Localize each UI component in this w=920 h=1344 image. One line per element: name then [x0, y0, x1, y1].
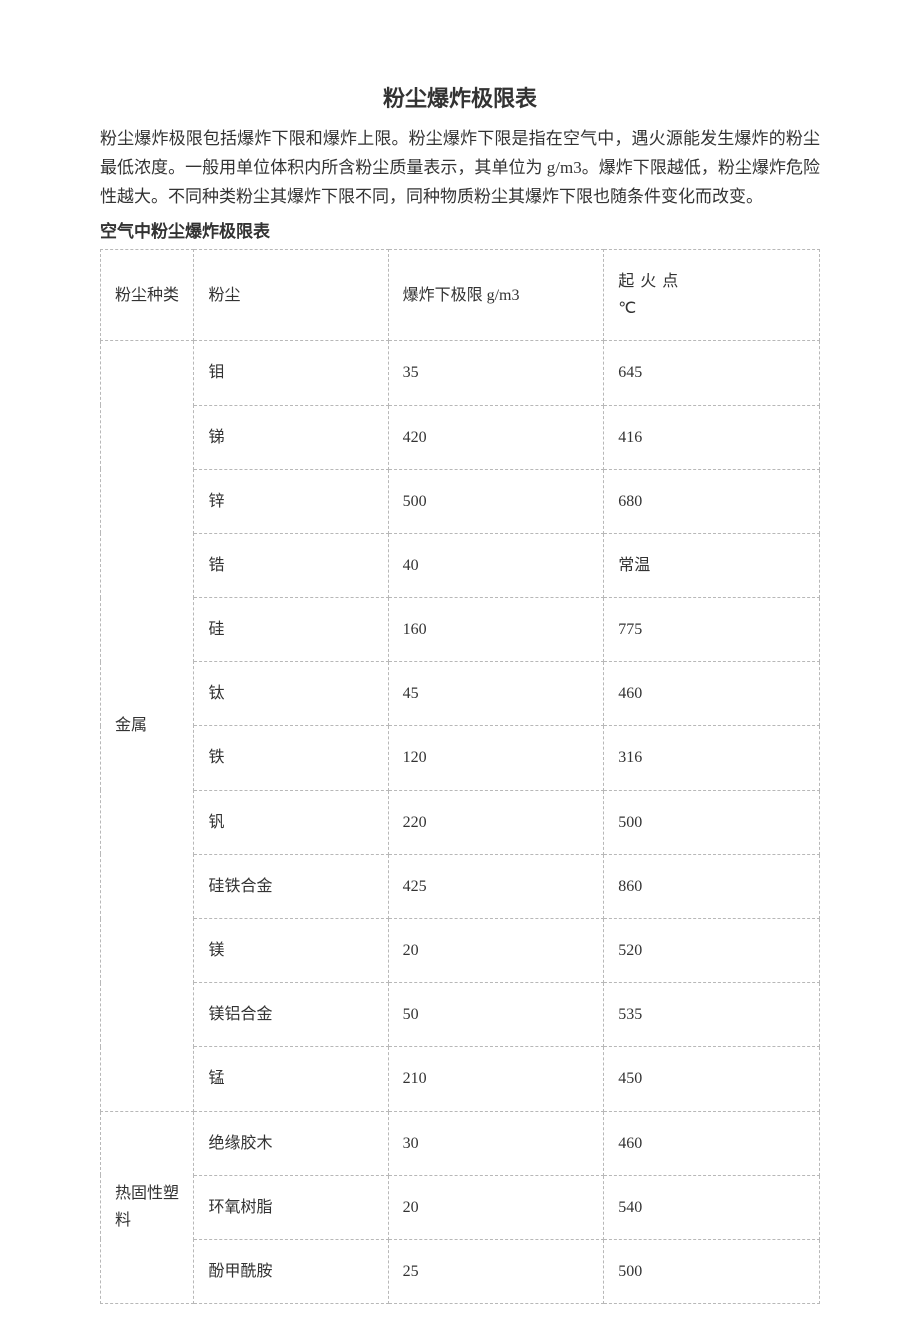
dust-name-cell: 酚甲酰胺 — [194, 1239, 388, 1303]
table-header-row: 粉尘种类粉尘爆炸下极限 g/m3起火点℃ — [101, 249, 820, 340]
table-row: 金属钼35645 — [101, 341, 820, 405]
limit-cell: 25 — [388, 1239, 604, 1303]
ignition-cell: 450 — [604, 1047, 820, 1111]
table-row: 锆40常温 — [101, 533, 820, 597]
col-header-category: 粉尘种类 — [101, 249, 194, 340]
ignition-cell: 416 — [604, 405, 820, 469]
ignition-cell: 460 — [604, 662, 820, 726]
dust-name-cell: 钒 — [194, 790, 388, 854]
table-row: 锌500680 — [101, 469, 820, 533]
limit-cell: 425 — [388, 854, 604, 918]
table-row: 热固性塑料绝缘胶木30460 — [101, 1111, 820, 1175]
table-row: 环氧树脂20540 — [101, 1175, 820, 1239]
ignition-cell: 680 — [604, 469, 820, 533]
dust-name-cell: 环氧树脂 — [194, 1175, 388, 1239]
limit-cell: 120 — [388, 726, 604, 790]
col-header-name: 粉尘 — [194, 249, 388, 340]
limit-cell: 420 — [388, 405, 604, 469]
limit-cell: 40 — [388, 533, 604, 597]
ignition-cell: 645 — [604, 341, 820, 405]
dust-name-cell: 锌 — [194, 469, 388, 533]
dust-name-cell: 锑 — [194, 405, 388, 469]
table-subtitle: 空气中粉尘爆炸极限表 — [100, 218, 820, 247]
ignition-cell: 460 — [604, 1111, 820, 1175]
limit-cell: 50 — [388, 983, 604, 1047]
limit-cell: 210 — [388, 1047, 604, 1111]
table-row: 硅铁合金425860 — [101, 854, 820, 918]
dust-name-cell: 钼 — [194, 341, 388, 405]
ignition-cell: 540 — [604, 1175, 820, 1239]
dust-name-cell: 钛 — [194, 662, 388, 726]
table-row: 镁铝合金50535 — [101, 983, 820, 1047]
category-cell: 热固性塑料 — [101, 1111, 194, 1304]
table-row: 镁20520 — [101, 919, 820, 983]
dust-name-cell: 绝缘胶木 — [194, 1111, 388, 1175]
ignition-cell: 316 — [604, 726, 820, 790]
ignition-cell: 775 — [604, 598, 820, 662]
table-row: 锰210450 — [101, 1047, 820, 1111]
col-header-limit: 爆炸下极限 g/m3 — [388, 249, 604, 340]
dust-name-cell: 硅铁合金 — [194, 854, 388, 918]
limit-cell: 500 — [388, 469, 604, 533]
limit-cell: 20 — [388, 1175, 604, 1239]
table-row: 铁120316 — [101, 726, 820, 790]
dust-name-cell: 锆 — [194, 533, 388, 597]
limit-cell: 220 — [388, 790, 604, 854]
dust-name-cell: 硅 — [194, 598, 388, 662]
limit-cell: 30 — [388, 1111, 604, 1175]
category-cell: 金属 — [101, 341, 194, 1111]
table-row: 钒220500 — [101, 790, 820, 854]
dust-name-cell: 镁 — [194, 919, 388, 983]
ignition-cell: 500 — [604, 1239, 820, 1303]
ignition-cell: 常温 — [604, 533, 820, 597]
limit-cell: 160 — [388, 598, 604, 662]
limit-cell: 45 — [388, 662, 604, 726]
table-row: 硅160775 — [101, 598, 820, 662]
ignition-cell: 535 — [604, 983, 820, 1047]
dust-name-cell: 镁铝合金 — [194, 983, 388, 1047]
table-row: 钛45460 — [101, 662, 820, 726]
limit-cell: 35 — [388, 341, 604, 405]
dust-name-cell: 铁 — [194, 726, 388, 790]
page-title: 粉尘爆炸极限表 — [100, 80, 820, 117]
col-header-ignition: 起火点℃ — [604, 249, 820, 340]
limit-cell: 20 — [388, 919, 604, 983]
ignition-cell: 860 — [604, 854, 820, 918]
explosion-limit-table: 粉尘种类粉尘爆炸下极限 g/m3起火点℃金属钼35645锑420416锌5006… — [100, 249, 820, 1304]
table-row: 锑420416 — [101, 405, 820, 469]
intro-paragraph: 粉尘爆炸极限包括爆炸下限和爆炸上限。粉尘爆炸下限是指在空气中，遇火源能发生爆炸的… — [100, 125, 820, 212]
ignition-cell: 500 — [604, 790, 820, 854]
table-row: 酚甲酰胺25500 — [101, 1239, 820, 1303]
ignition-cell: 520 — [604, 919, 820, 983]
dust-name-cell: 锰 — [194, 1047, 388, 1111]
